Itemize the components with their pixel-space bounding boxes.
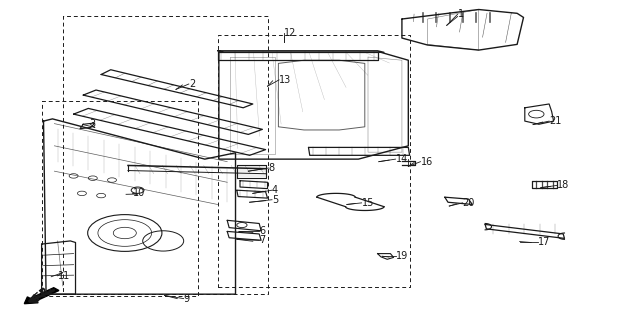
Text: 9: 9 — [184, 294, 190, 304]
Text: 3: 3 — [90, 119, 96, 129]
Text: 10: 10 — [132, 188, 145, 198]
FancyArrow shape — [24, 288, 59, 304]
Text: 6: 6 — [259, 226, 266, 236]
Text: 21: 21 — [549, 116, 561, 126]
Text: 11: 11 — [58, 271, 70, 281]
Text: 7: 7 — [259, 235, 266, 245]
Text: FR.: FR. — [33, 282, 54, 302]
Text: 14: 14 — [396, 154, 408, 164]
Text: 12: 12 — [284, 28, 296, 38]
Text: 16: 16 — [420, 157, 433, 167]
Text: 15: 15 — [362, 198, 374, 208]
Text: 5: 5 — [272, 195, 278, 205]
Text: 19: 19 — [396, 251, 408, 261]
Text: 17: 17 — [538, 236, 550, 247]
Text: 2: 2 — [189, 79, 195, 89]
Text: 18: 18 — [557, 180, 569, 191]
Text: 8: 8 — [269, 163, 275, 173]
Text: 1: 1 — [458, 9, 464, 19]
Text: 4: 4 — [272, 185, 278, 195]
Text: 13: 13 — [279, 75, 291, 85]
Text: 20: 20 — [463, 198, 475, 208]
